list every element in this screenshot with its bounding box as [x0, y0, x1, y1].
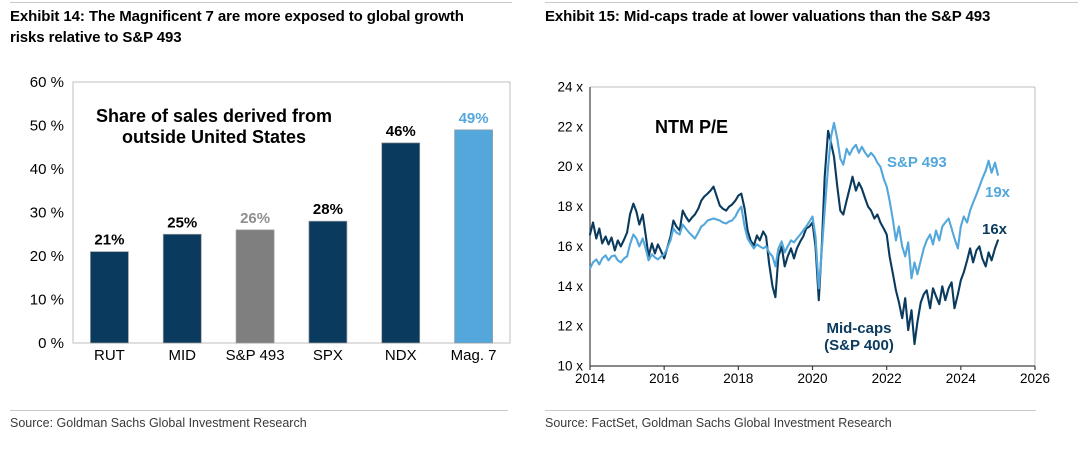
y-axis-label: 50 % [30, 118, 64, 135]
bar-mid [162, 233, 202, 344]
x-axis-category-label: NDX [385, 347, 417, 364]
bar-s-p-493 [235, 229, 275, 344]
series-line-s-p-493 [588, 121, 999, 290]
series-label-sp-493: S&P 493 [887, 154, 947, 171]
bar-mag-7 [454, 129, 493, 344]
y-axis-label: 10 % [30, 292, 64, 309]
chart-annotation-line1: Share of sales derived from [96, 106, 332, 126]
source-right: Source: FactSet, Goldman Sachs Global In… [545, 416, 892, 430]
end-value-label-mid-caps: 16x [982, 221, 1008, 238]
y-axis-label: 14 x [557, 279, 583, 294]
y-axis-label: 18 x [557, 199, 583, 214]
y-axis-label: 12 x [557, 319, 583, 334]
x-axis-label: 2024 [946, 371, 977, 386]
y-axis-label: 22 x [557, 119, 583, 134]
exhibit-14-title: Exhibit 14: The Magnificent 7 are more e… [10, 8, 464, 46]
exhibit-15-panel: Exhibit 15: Mid-caps trade at lower valu… [540, 0, 1080, 458]
y-axis-label: 16 x [557, 239, 583, 254]
x-axis-category-label: S&P 493 [226, 347, 285, 364]
x-axis-label: 2014 [575, 371, 606, 386]
x-axis-category-label: RUT [94, 347, 125, 364]
y-axis-label: 24 x [557, 80, 583, 95]
y-axis-label: 0 % [38, 335, 64, 352]
series-label-mid-caps-line2: (S&P 400) [824, 337, 894, 354]
top-rule-right [545, 2, 1078, 3]
x-axis-label: 2018 [723, 371, 753, 386]
source-left: Source: Goldman Sachs Global Investment … [10, 416, 307, 430]
y-axis-label: 30 % [30, 205, 64, 222]
exhibit-14-panel: Exhibit 14: The Magnificent 7 are more e… [10, 2, 512, 430]
x-axis-label: 2020 [797, 371, 827, 386]
chart-annotation-line2: outside United States [122, 127, 306, 147]
x-axis-category-label: MID [169, 347, 197, 364]
bar-ndx [381, 142, 421, 344]
bar-value-label: 28% [313, 201, 343, 218]
source-rule-right [545, 410, 1036, 411]
y-axis-label: 20 % [30, 248, 64, 265]
x-axis-label: 2016 [649, 371, 679, 386]
top-rule-left [10, 2, 512, 3]
series-line-mid-caps-s-p-400- [588, 129, 999, 346]
x-axis-label: 2022 [872, 371, 902, 386]
bar-value-label: 49% [459, 110, 489, 127]
source-rule-left [10, 410, 508, 411]
y-axis-label: 10 x [557, 359, 583, 374]
end-value-label-sp-493: 19x [985, 184, 1011, 201]
y-axis-label: 60 % [30, 74, 64, 91]
plot-border [72, 81, 511, 344]
x-axis-label: 2026 [1020, 371, 1050, 386]
bar-value-label: 26% [240, 210, 270, 227]
series-label-mid-caps-line1: Mid-caps [826, 320, 891, 337]
y-axis-label: 20 x [557, 159, 583, 174]
chart-annotation-ntm-pe: NTM P/E [655, 117, 728, 137]
x-axis-category-label: SPX [313, 347, 343, 364]
bar-spx [308, 220, 348, 344]
x-axis-category-label: Mag. 7 [451, 347, 497, 364]
line-chart-ntm-pe: 10 x 12 x 14 x 16 x 18 x 20 x 22 x 24 x 2014 2016… [557, 80, 1050, 387]
bar-value-label: 21% [94, 232, 124, 249]
bar-value-label: 46% [386, 123, 416, 140]
bar-rut [90, 251, 129, 344]
y-axis-label: 40 % [30, 161, 64, 178]
bar-chart-share-of-sales: 0 % 10 % 20 % 30 % 40 % 50 % 60 % 21% RUT 25% MID 2… [30, 74, 511, 364]
bar-value-label: 25% [167, 214, 197, 231]
exhibit-15-title: Exhibit 15: Mid-caps trade at lower valu… [545, 8, 991, 25]
